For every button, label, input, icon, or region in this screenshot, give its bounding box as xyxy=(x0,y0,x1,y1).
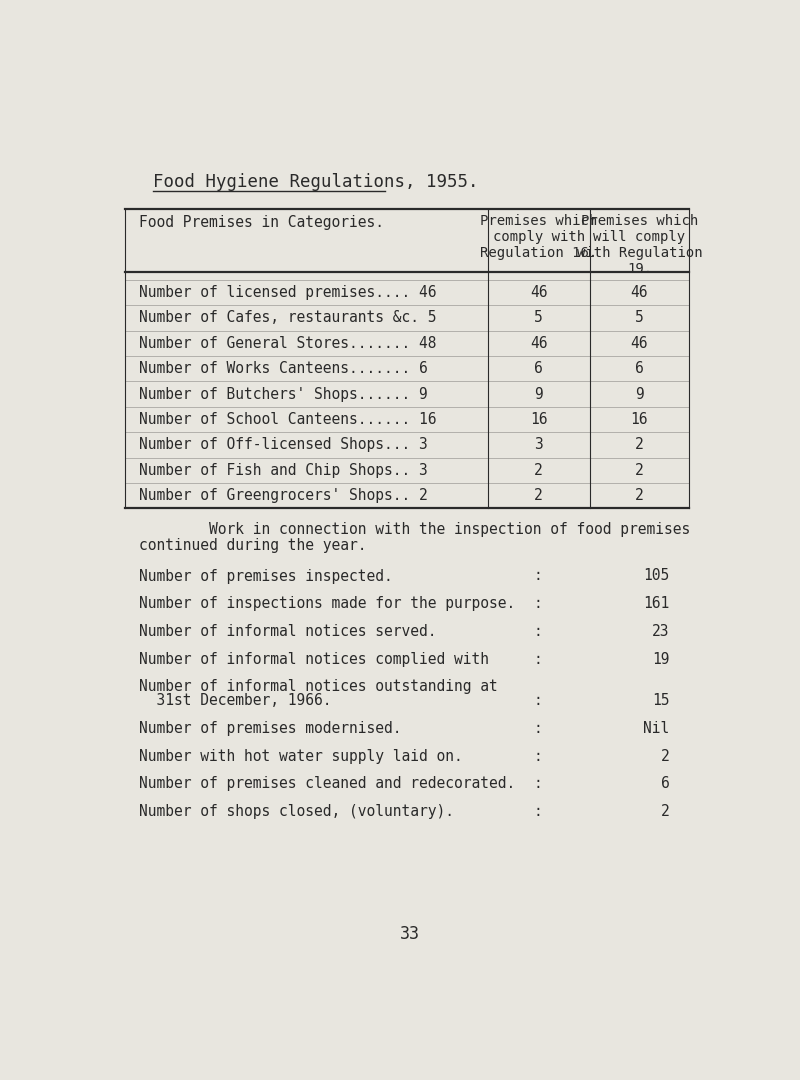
Text: 105: 105 xyxy=(643,568,670,583)
Text: 16: 16 xyxy=(530,411,547,427)
Text: 6: 6 xyxy=(635,361,644,376)
Text: 2: 2 xyxy=(635,437,644,453)
Text: Number of General Stores....... 48: Number of General Stores....... 48 xyxy=(138,336,436,351)
Text: 5: 5 xyxy=(534,310,543,325)
Text: 161: 161 xyxy=(643,596,670,611)
Text: :: : xyxy=(534,777,542,792)
Text: 9: 9 xyxy=(534,387,543,402)
Text: Number of premises inspected.: Number of premises inspected. xyxy=(138,568,393,583)
Text: 2: 2 xyxy=(661,748,670,764)
Text: Number of licensed premises.... 46: Number of licensed premises.... 46 xyxy=(138,285,436,300)
Text: 46: 46 xyxy=(630,285,648,300)
Text: Food Premises in Categories.: Food Premises in Categories. xyxy=(138,215,384,230)
Text: 2: 2 xyxy=(661,805,670,819)
Text: Number of Fish and Chip Shops.. 3: Number of Fish and Chip Shops.. 3 xyxy=(138,463,427,477)
Text: Number with hot water supply laid on.: Number with hot water supply laid on. xyxy=(138,748,462,764)
Text: Number of Cafes, restaurants &c. 5: Number of Cafes, restaurants &c. 5 xyxy=(138,310,436,325)
Text: 15: 15 xyxy=(652,693,670,708)
Text: :: : xyxy=(534,748,542,764)
Text: Number of informal notices outstanding at: Number of informal notices outstanding a… xyxy=(138,679,498,694)
Text: 2: 2 xyxy=(534,488,543,503)
Text: 6: 6 xyxy=(661,777,670,792)
Text: 46: 46 xyxy=(530,285,547,300)
Text: 46: 46 xyxy=(630,336,648,351)
Text: continued during the year.: continued during the year. xyxy=(138,538,366,553)
Text: :: : xyxy=(534,721,542,735)
Text: Number of premises modernised.: Number of premises modernised. xyxy=(138,721,402,735)
Text: Number of School Canteens...... 16: Number of School Canteens...... 16 xyxy=(138,411,436,427)
Text: 16: 16 xyxy=(630,411,648,427)
Text: Number of shops closed, (voluntary).: Number of shops closed, (voluntary). xyxy=(138,805,454,819)
Text: Number of inspections made for the purpose.: Number of inspections made for the purpo… xyxy=(138,596,515,611)
Text: Premises which
comply with
Regulation 16.: Premises which comply with Regulation 16… xyxy=(480,214,598,260)
Text: :: : xyxy=(534,651,542,666)
Text: 2: 2 xyxy=(635,463,644,477)
Text: 6: 6 xyxy=(534,361,543,376)
Text: :: : xyxy=(534,596,542,611)
Text: 2: 2 xyxy=(635,488,644,503)
Text: Nil: Nil xyxy=(643,721,670,735)
Text: 9: 9 xyxy=(635,387,644,402)
Text: Number of premises cleaned and redecorated.: Number of premises cleaned and redecorat… xyxy=(138,777,515,792)
Text: Number of Works Canteens....... 6: Number of Works Canteens....... 6 xyxy=(138,361,427,376)
Text: :: : xyxy=(534,568,542,583)
Text: Number of Off-licensed Shops... 3: Number of Off-licensed Shops... 3 xyxy=(138,437,427,453)
Text: Premises which
will comply
with Regulation
19.: Premises which will comply with Regulati… xyxy=(577,214,702,276)
Text: 33: 33 xyxy=(400,926,420,943)
Text: 2: 2 xyxy=(534,463,543,477)
Text: 5: 5 xyxy=(635,310,644,325)
Text: Work in connection with the inspection of food premises: Work in connection with the inspection o… xyxy=(138,523,690,537)
Text: Number of informal notices served.: Number of informal notices served. xyxy=(138,624,436,639)
Text: Number of Butchers' Shops...... 9: Number of Butchers' Shops...... 9 xyxy=(138,387,427,402)
Text: :: : xyxy=(534,693,542,708)
Text: 23: 23 xyxy=(652,624,670,639)
Text: 19: 19 xyxy=(652,651,670,666)
Text: 46: 46 xyxy=(530,336,547,351)
Text: Number of Greengrocers' Shops.. 2: Number of Greengrocers' Shops.. 2 xyxy=(138,488,427,503)
Text: :: : xyxy=(534,805,542,819)
Text: Food Hygiene Regulations, 1955.: Food Hygiene Regulations, 1955. xyxy=(153,174,478,191)
Text: 31st December, 1966.: 31st December, 1966. xyxy=(138,693,331,708)
Text: Number of informal notices complied with: Number of informal notices complied with xyxy=(138,651,489,666)
Text: :: : xyxy=(534,624,542,639)
Text: 3: 3 xyxy=(534,437,543,453)
